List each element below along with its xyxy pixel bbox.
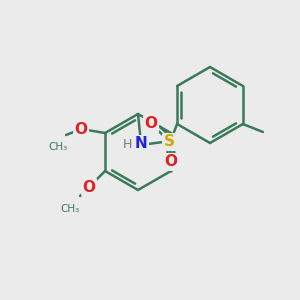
Text: O: O xyxy=(82,179,96,194)
Text: S: S xyxy=(164,134,175,149)
Text: O: O xyxy=(145,116,158,131)
Text: H: H xyxy=(122,137,132,151)
Text: O: O xyxy=(75,122,88,136)
Text: CH₃: CH₃ xyxy=(49,142,68,152)
Text: O: O xyxy=(165,154,178,169)
Text: CH₃: CH₃ xyxy=(61,204,80,214)
Text: N: N xyxy=(135,136,148,152)
